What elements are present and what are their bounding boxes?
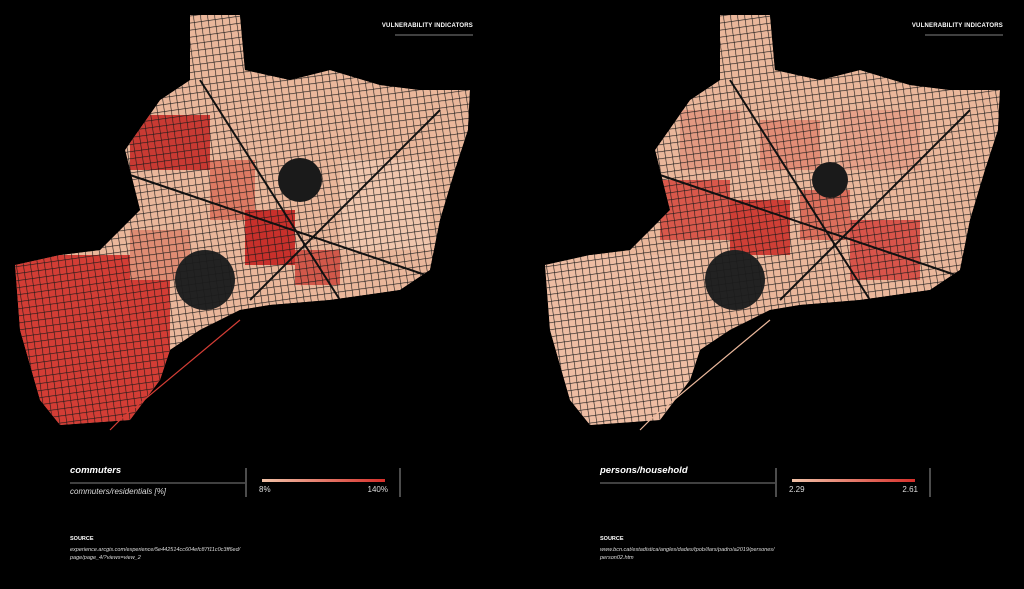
legend-title: persons/household [599, 465, 688, 476]
header: VULNERABILITY INDICATORS [382, 23, 473, 29]
source-url[interactable]: www.bcn.cat/estadistica/angles/dades/tpo… [600, 547, 775, 553]
legend-title: commuters [70, 465, 121, 476]
legend-min: 2.29 [789, 485, 805, 494]
legend-bar [792, 479, 915, 482]
legend-max: 140% [368, 485, 388, 494]
legend-max: 2.61 [902, 485, 918, 494]
panel: VULNERABILITY INDICATORS persons/househo… [545, 15, 1003, 561]
legend-bar [262, 479, 385, 482]
map [545, 15, 1000, 425]
source-url[interactable]: experience.arcgis.com/experience/5e44251… [70, 547, 241, 553]
source-label: SOURCE [600, 536, 624, 542]
source-url[interactable]: page/page_4/?views=view_2 [69, 555, 141, 561]
legend-min: 8% [259, 485, 271, 494]
source-url[interactable]: person02.htm [599, 555, 634, 561]
source-label: SOURCE [70, 536, 94, 542]
header: VULNERABILITY INDICATORS [912, 23, 1003, 29]
map [15, 15, 470, 425]
legend-subtitle: commuters/residentials [%] [70, 487, 167, 496]
panel: VULNERABILITY INDICATORS commuters commu… [15, 15, 473, 561]
